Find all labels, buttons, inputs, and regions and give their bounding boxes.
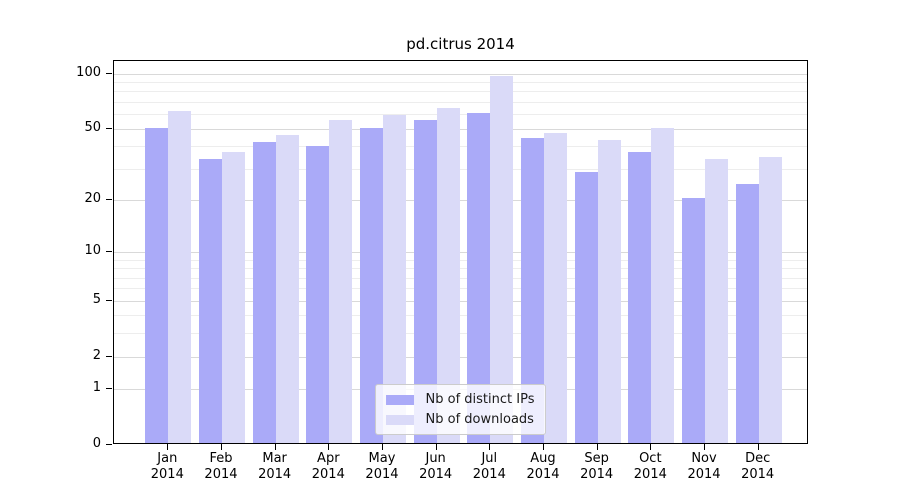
gridline-minor — [114, 101, 807, 103]
gridline-major — [114, 199, 807, 201]
x-tick-label: Mar 2014 — [258, 451, 292, 482]
x-tick-mark — [704, 444, 705, 450]
x-tick-mark — [328, 444, 330, 450]
x-tick-mark — [650, 444, 652, 450]
chart-title: pd.citrus 2014 — [406, 35, 515, 53]
y-tick-mark — [106, 72, 112, 74]
y-tick-mark — [106, 250, 112, 252]
x-tick-label: Oct 2014 — [633, 451, 667, 482]
x-tick-mark — [596, 444, 598, 450]
gridline-minor — [114, 333, 807, 335]
gridline-major — [114, 251, 807, 253]
bar-distinct-ips — [198, 159, 222, 443]
gridline-major — [114, 356, 807, 358]
x-tick-label: Sep 2014 — [580, 451, 614, 482]
bar-downloads — [382, 114, 406, 443]
y-tick-label: 10 — [84, 242, 101, 258]
gridline-minor — [114, 114, 807, 116]
bar-distinct-ips — [682, 197, 705, 443]
legend-label: Nb of distinct IPs — [425, 392, 535, 407]
bar-downloads — [221, 152, 245, 443]
legend-label: Nb of downloads — [425, 412, 534, 427]
bar-distinct-ips — [359, 128, 383, 443]
y-tick-mark — [106, 299, 112, 301]
gridline-minor — [114, 277, 807, 279]
bar-distinct-ips — [306, 146, 330, 443]
x-tick-label: Jan 2014 — [150, 451, 184, 482]
x-tick-label: Nov 2014 — [687, 451, 721, 482]
bar-distinct-ips — [252, 142, 276, 443]
gridline-major — [114, 300, 807, 302]
gridline-minor — [114, 146, 807, 148]
y-tick-mark — [106, 127, 112, 129]
bar-distinct-ips — [735, 183, 759, 443]
bar-distinct-ips — [413, 120, 437, 443]
legend-item-downloads: Nb of downloads — [385, 412, 535, 427]
plot-area: Nb of distinct IPs Nb of downloads — [113, 60, 808, 444]
y-tick-label: 5 — [92, 291, 101, 307]
y-tick-label: 0 — [92, 436, 101, 451]
bar-downloads — [543, 133, 567, 443]
bar-distinct-ips — [520, 138, 544, 443]
x-tick-mark — [542, 444, 544, 450]
y-tick-label: 1 — [92, 380, 101, 396]
gridline-minor — [114, 315, 807, 317]
x-tick-label: Apr 2014 — [311, 451, 345, 482]
gridline-minor — [114, 91, 807, 93]
x-tick-mark — [274, 444, 276, 450]
bar-downloads — [597, 140, 621, 443]
x-tick-mark — [220, 444, 222, 450]
x-tick-label: Jun 2014 — [419, 451, 453, 482]
y-tick-label: 20 — [84, 190, 101, 206]
legend-swatch-distinct-ips — [385, 394, 414, 405]
x-tick-mark — [757, 444, 759, 450]
y-tick-mark — [106, 444, 112, 445]
x-tick-label: Feb 2014 — [204, 451, 238, 482]
gridline-minor — [114, 288, 807, 290]
bar-distinct-ips — [467, 113, 491, 443]
bar-downloads — [651, 128, 675, 443]
y-tick-mark — [106, 355, 112, 357]
bar-distinct-ips — [145, 128, 169, 443]
y-tick-mark — [106, 388, 112, 390]
bar-distinct-ips — [574, 171, 598, 443]
gridline-minor — [114, 81, 807, 83]
gridline-major — [114, 128, 807, 130]
bar-downloads — [490, 75, 514, 443]
gridline-minor — [114, 168, 807, 170]
bar-downloads — [705, 159, 728, 443]
x-tick-label: Jul 2014 — [472, 451, 506, 482]
x-tick-label: Aug 2014 — [526, 451, 560, 482]
gridline-major — [114, 73, 807, 75]
bar-downloads — [758, 156, 782, 443]
legend-item-distinct-ips: Nb of distinct IPs — [385, 392, 535, 407]
legend-swatch-downloads — [385, 414, 414, 425]
y-tick-mark — [106, 198, 112, 200]
bar-downloads — [436, 108, 460, 443]
y-tick-label: 50 — [84, 119, 101, 135]
y-tick-label: 2 — [92, 347, 101, 363]
x-tick-mark — [435, 444, 437, 450]
y-tick-label: 100 — [76, 64, 101, 80]
x-tick-label: May 2014 — [365, 451, 399, 482]
legend: Nb of distinct IPs Nb of downloads — [374, 384, 547, 435]
gridline-minor — [114, 268, 807, 270]
bar-distinct-ips — [628, 152, 652, 443]
bar-downloads — [168, 110, 192, 443]
bar-downloads — [329, 120, 353, 443]
x-tick-label: Dec 2014 — [741, 451, 775, 482]
bar-downloads — [275, 134, 299, 443]
x-tick-mark — [381, 444, 383, 450]
x-tick-mark — [167, 444, 169, 450]
x-tick-mark — [489, 444, 491, 450]
gridline-minor — [114, 259, 807, 261]
